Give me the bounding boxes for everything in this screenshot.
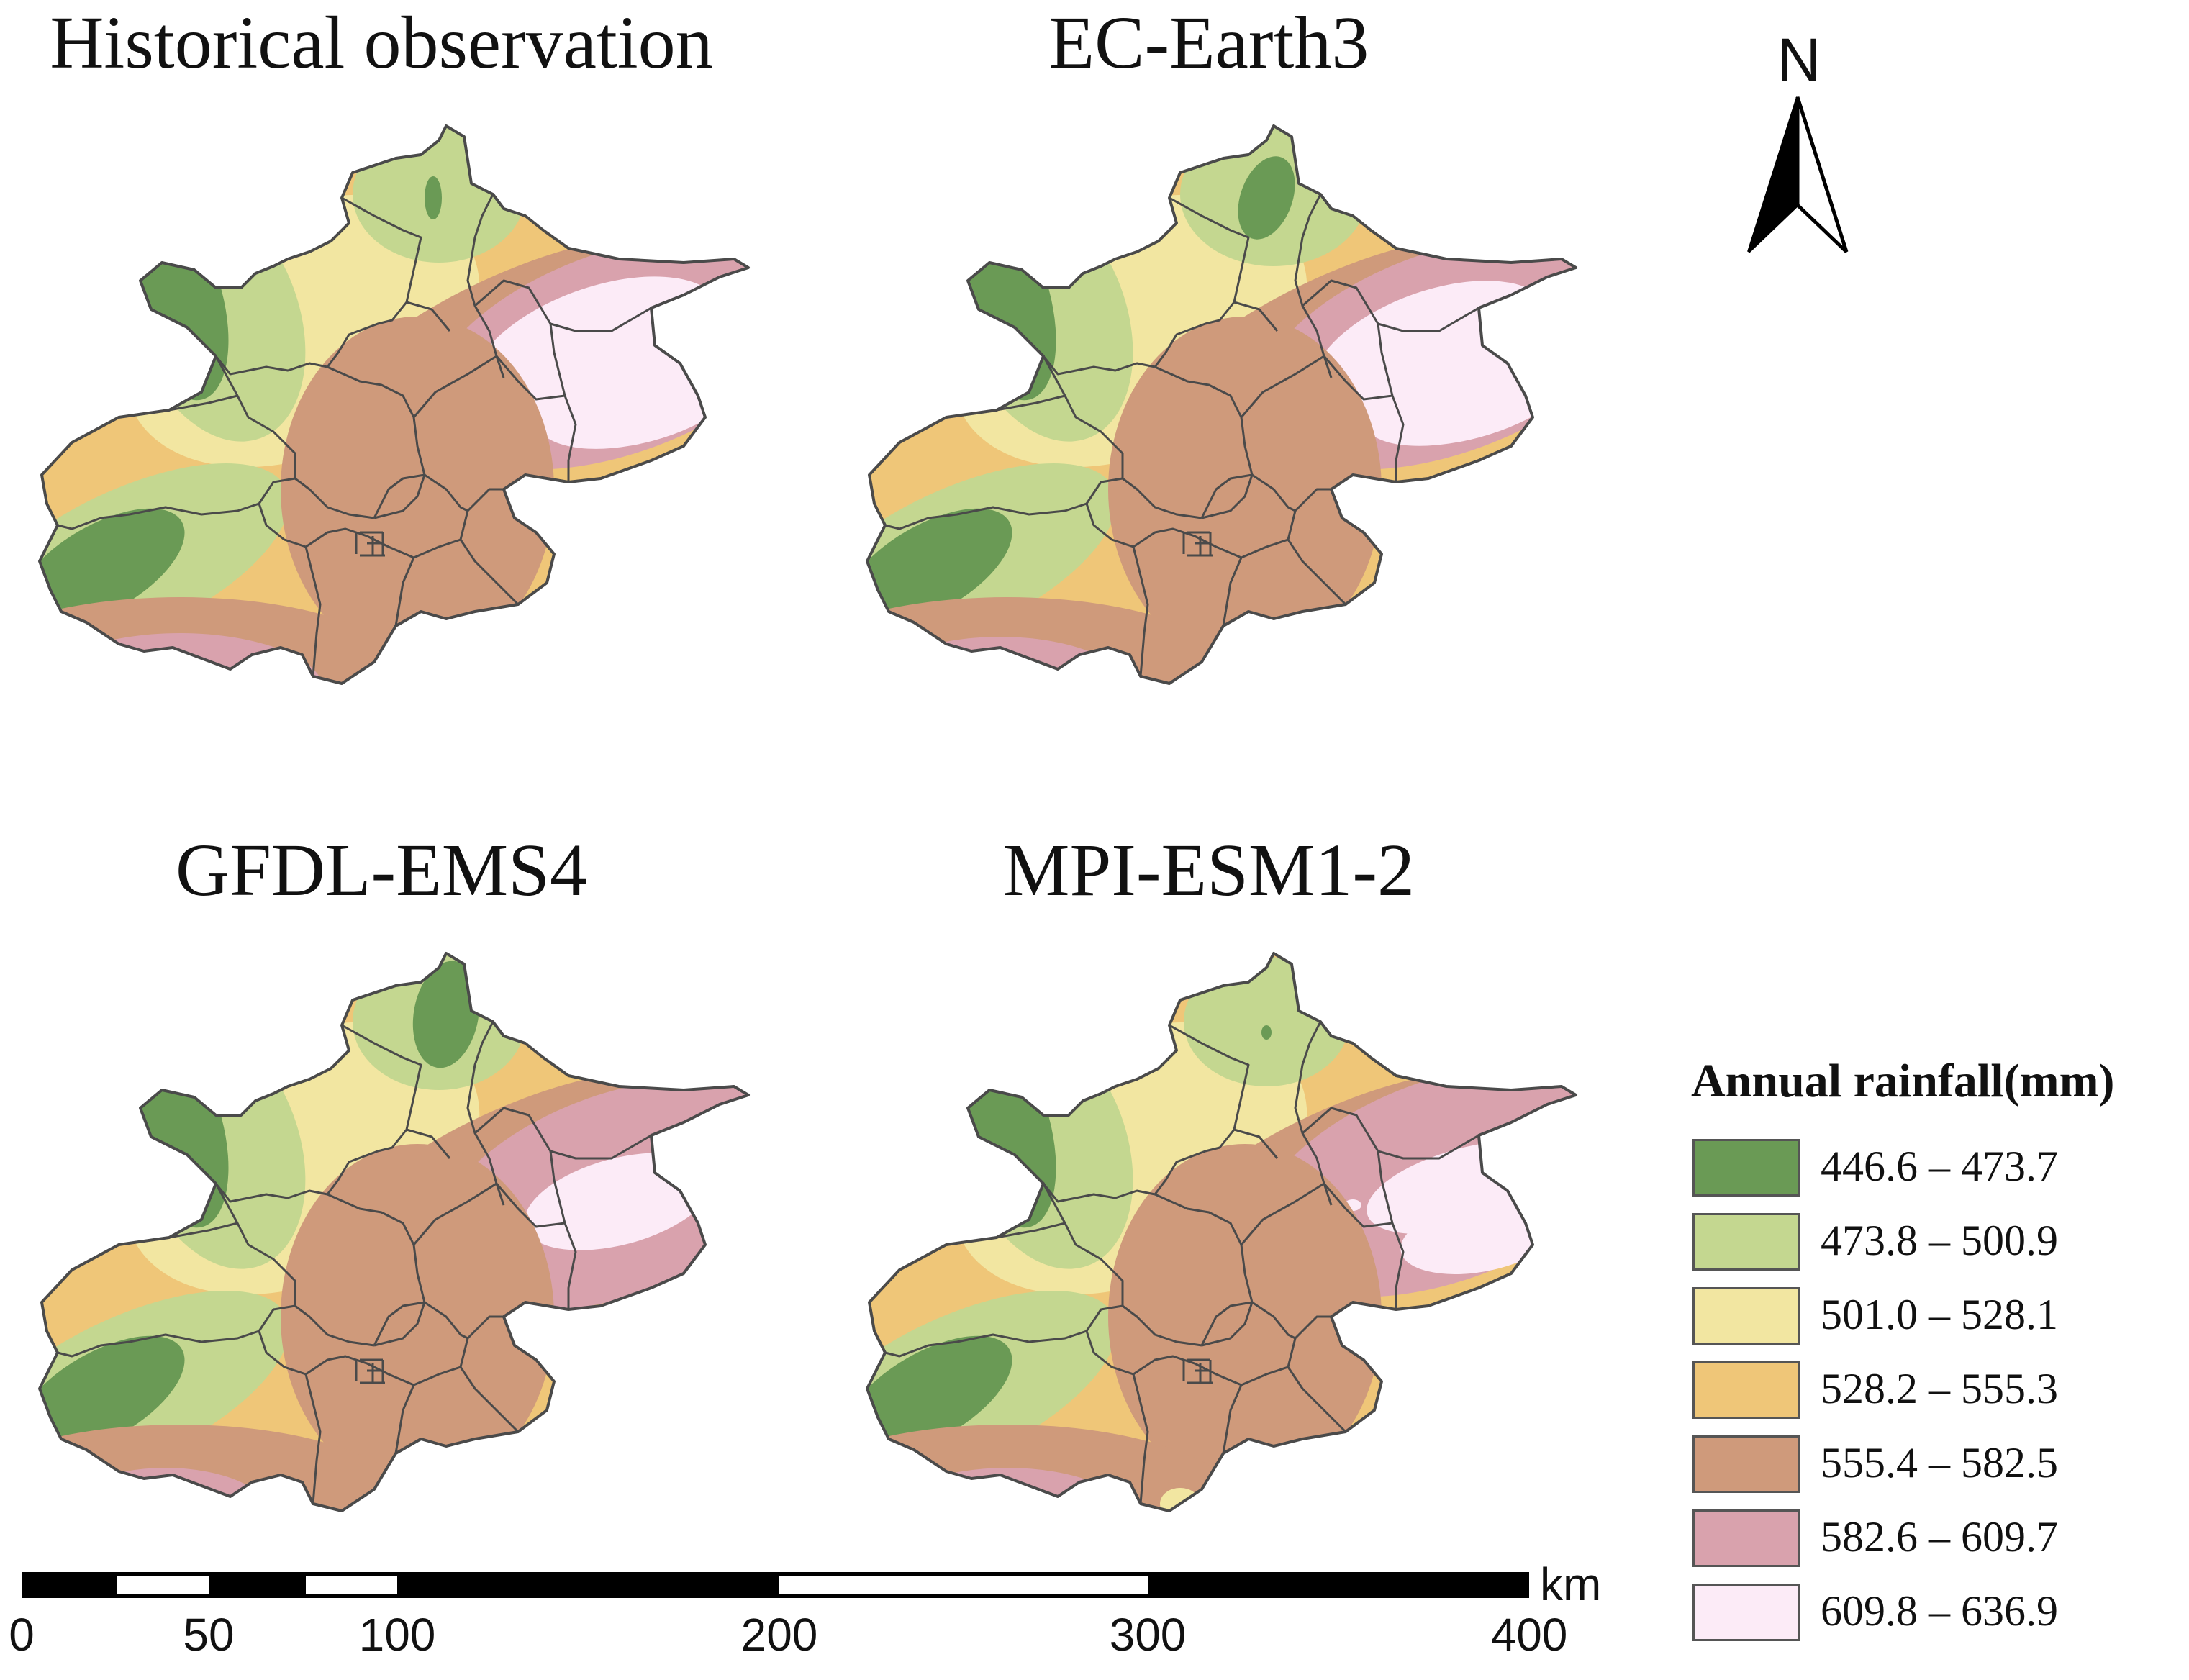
rainfall-map: [38, 952, 750, 1512]
legend-swatch: [1692, 1361, 1800, 1419]
panel-title: Historical observation: [50, 1, 713, 84]
scale-tick-label: 50: [183, 1609, 235, 1661]
scale-unit: km: [1540, 1558, 1602, 1610]
scale-tick-label: 0: [9, 1609, 35, 1661]
beijing-outline: [866, 124, 1577, 685]
panel-title: EC-Earth3: [1048, 1, 1369, 84]
rainfall-fill: [40, 953, 748, 1511]
legend-swatch: [1692, 1213, 1800, 1271]
legend-label: 528.2 – 555.3: [1821, 1365, 2058, 1412]
legend-swatch: [1692, 1139, 1800, 1197]
rainfall-map: [866, 124, 1577, 685]
legend-label: 555.4 – 582.5: [1821, 1439, 2058, 1486]
rainfall-map: [38, 124, 750, 685]
legend-item: 582.6 – 609.7: [1691, 1509, 2188, 1584]
map-panel-ec-earth3: EC-Earth3: [828, 0, 1691, 719]
legend: Annual rainfall(mm) 446.6 – 473.7 473.8 –…: [1691, 1054, 2188, 1658]
scale-tick-label: 100: [358, 1609, 436, 1661]
scale-tick-label: 400: [1490, 1609, 1568, 1661]
district-boundaries: [884, 194, 1479, 677]
legend-label: 446.6 – 473.7: [1821, 1143, 2058, 1190]
north-label: N: [1777, 26, 1821, 94]
legend-item: 501.0 – 528.1: [1691, 1287, 2188, 1361]
legend-label: 473.8 – 500.9: [1821, 1217, 2058, 1264]
beijing-outline: [38, 124, 750, 685]
scale-tick-label: 200: [740, 1609, 818, 1661]
scale-tick-label: 300: [1109, 1609, 1187, 1661]
map-panel-historical: Historical observation: [0, 0, 864, 719]
district-boundaries: [884, 1021, 1479, 1504]
beijing-outline: [38, 952, 750, 1512]
rainfall-fill: [867, 953, 1576, 1511]
panel-title: MPI-ESM1-2: [1002, 829, 1415, 912]
legend-item: 555.4 – 582.5: [1691, 1435, 2188, 1509]
beijing-outline: [866, 952, 1577, 1512]
legend-swatch: [1692, 1584, 1800, 1641]
rainfall-fill: [867, 126, 1576, 684]
legend-title: Annual rainfall(mm): [1691, 1055, 2115, 1107]
scale-bar: [22, 1572, 1529, 1598]
rainfall-fill: [40, 126, 748, 684]
legend-item: 528.2 – 555.3: [1691, 1361, 2188, 1435]
legend-swatch: [1692, 1509, 1800, 1567]
map-panel-gfdl-ems4: GFDL-EMS4: [0, 827, 864, 1547]
district-boundaries: [57, 194, 652, 677]
district-boundaries: [57, 1021, 652, 1504]
panel-title: GFDL-EMS4: [175, 829, 588, 912]
rainfall-map: [866, 952, 1577, 1512]
legend-label: 501.0 – 528.1: [1821, 1291, 2058, 1338]
legend-swatch: [1692, 1435, 1800, 1493]
legend-swatch: [1692, 1287, 1800, 1345]
north-arrow-icon: N: [1747, 26, 1849, 253]
legend-item: 446.6 – 473.7: [1691, 1139, 2188, 1213]
map-panel-mpi-esm1-2: MPI-ESM1-2: [828, 827, 1691, 1547]
legend-label: 582.6 – 609.7: [1821, 1513, 2058, 1561]
legend-label: 609.8 – 636.9: [1821, 1587, 2058, 1635]
legend-item: 473.8 – 500.9: [1691, 1213, 2188, 1287]
legend-item: 609.8 – 636.9: [1691, 1584, 2188, 1658]
